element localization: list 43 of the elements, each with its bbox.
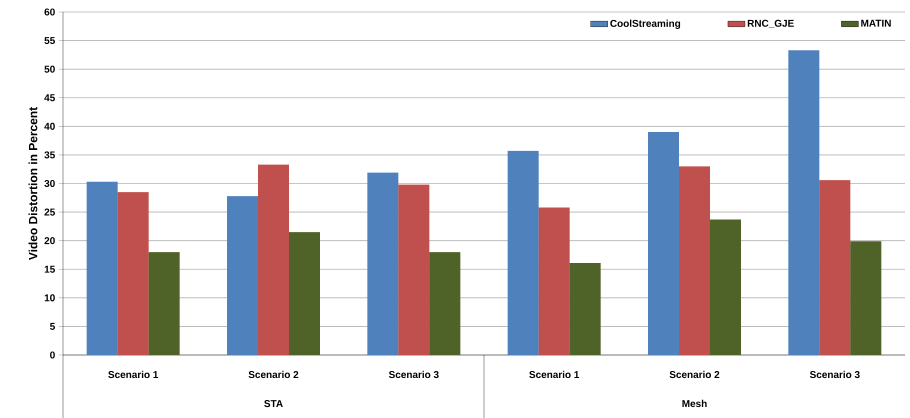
bar [429,252,460,355]
text: STA [264,400,283,408]
x-tick-label: Scenario 1 [108,370,158,378]
y-tick-label: 55 [44,37,55,44]
text: Mesh [682,400,707,408]
y-tick-label: 35 [44,151,55,158]
x-tick-label: Scenario 3 [388,370,439,378]
bar [289,232,320,355]
y-tick-label: 50 [44,66,55,73]
bar [258,164,289,355]
y-tick-label: 30 [44,180,55,188]
y-tick-label: 10 [44,294,55,302]
bar [367,172,398,355]
bar [148,252,180,355]
bar [508,150,539,355]
bar [710,220,742,355]
bar [648,132,680,355]
x-tick-label: Scenario 1 [529,370,580,378]
y-axis-title: Video Distortion in Percent [28,107,38,260]
bar [788,50,820,355]
y-tick-label: 25 [44,208,55,216]
legend-label: CoolStreaming [610,20,680,29]
y-tick-label: 0 [50,351,55,359]
x-tick-label: Scenario 2 [670,370,720,378]
y-tick-label: 45 [44,94,55,102]
bar [227,196,258,355]
bar [86,182,118,355]
y-tick-label: 5 [50,322,55,330]
legend-label: RNC_GJE [748,20,794,28]
legend-label: MATIN [861,20,891,27]
bar [398,184,430,355]
y-tick-label: 20 [44,237,55,244]
bar [538,208,570,355]
bar [850,241,882,355]
bar [570,262,601,355]
x-tick-label: Scenario 2 [248,370,298,378]
bar [679,166,710,355]
y-tick-label: 40 [44,122,55,130]
x-tick-label: Scenario 3 [810,370,860,378]
y-tick-label: 15 [44,266,55,273]
bar [819,180,850,355]
bar [118,192,149,355]
y-tick-label: 60 [44,8,55,16]
